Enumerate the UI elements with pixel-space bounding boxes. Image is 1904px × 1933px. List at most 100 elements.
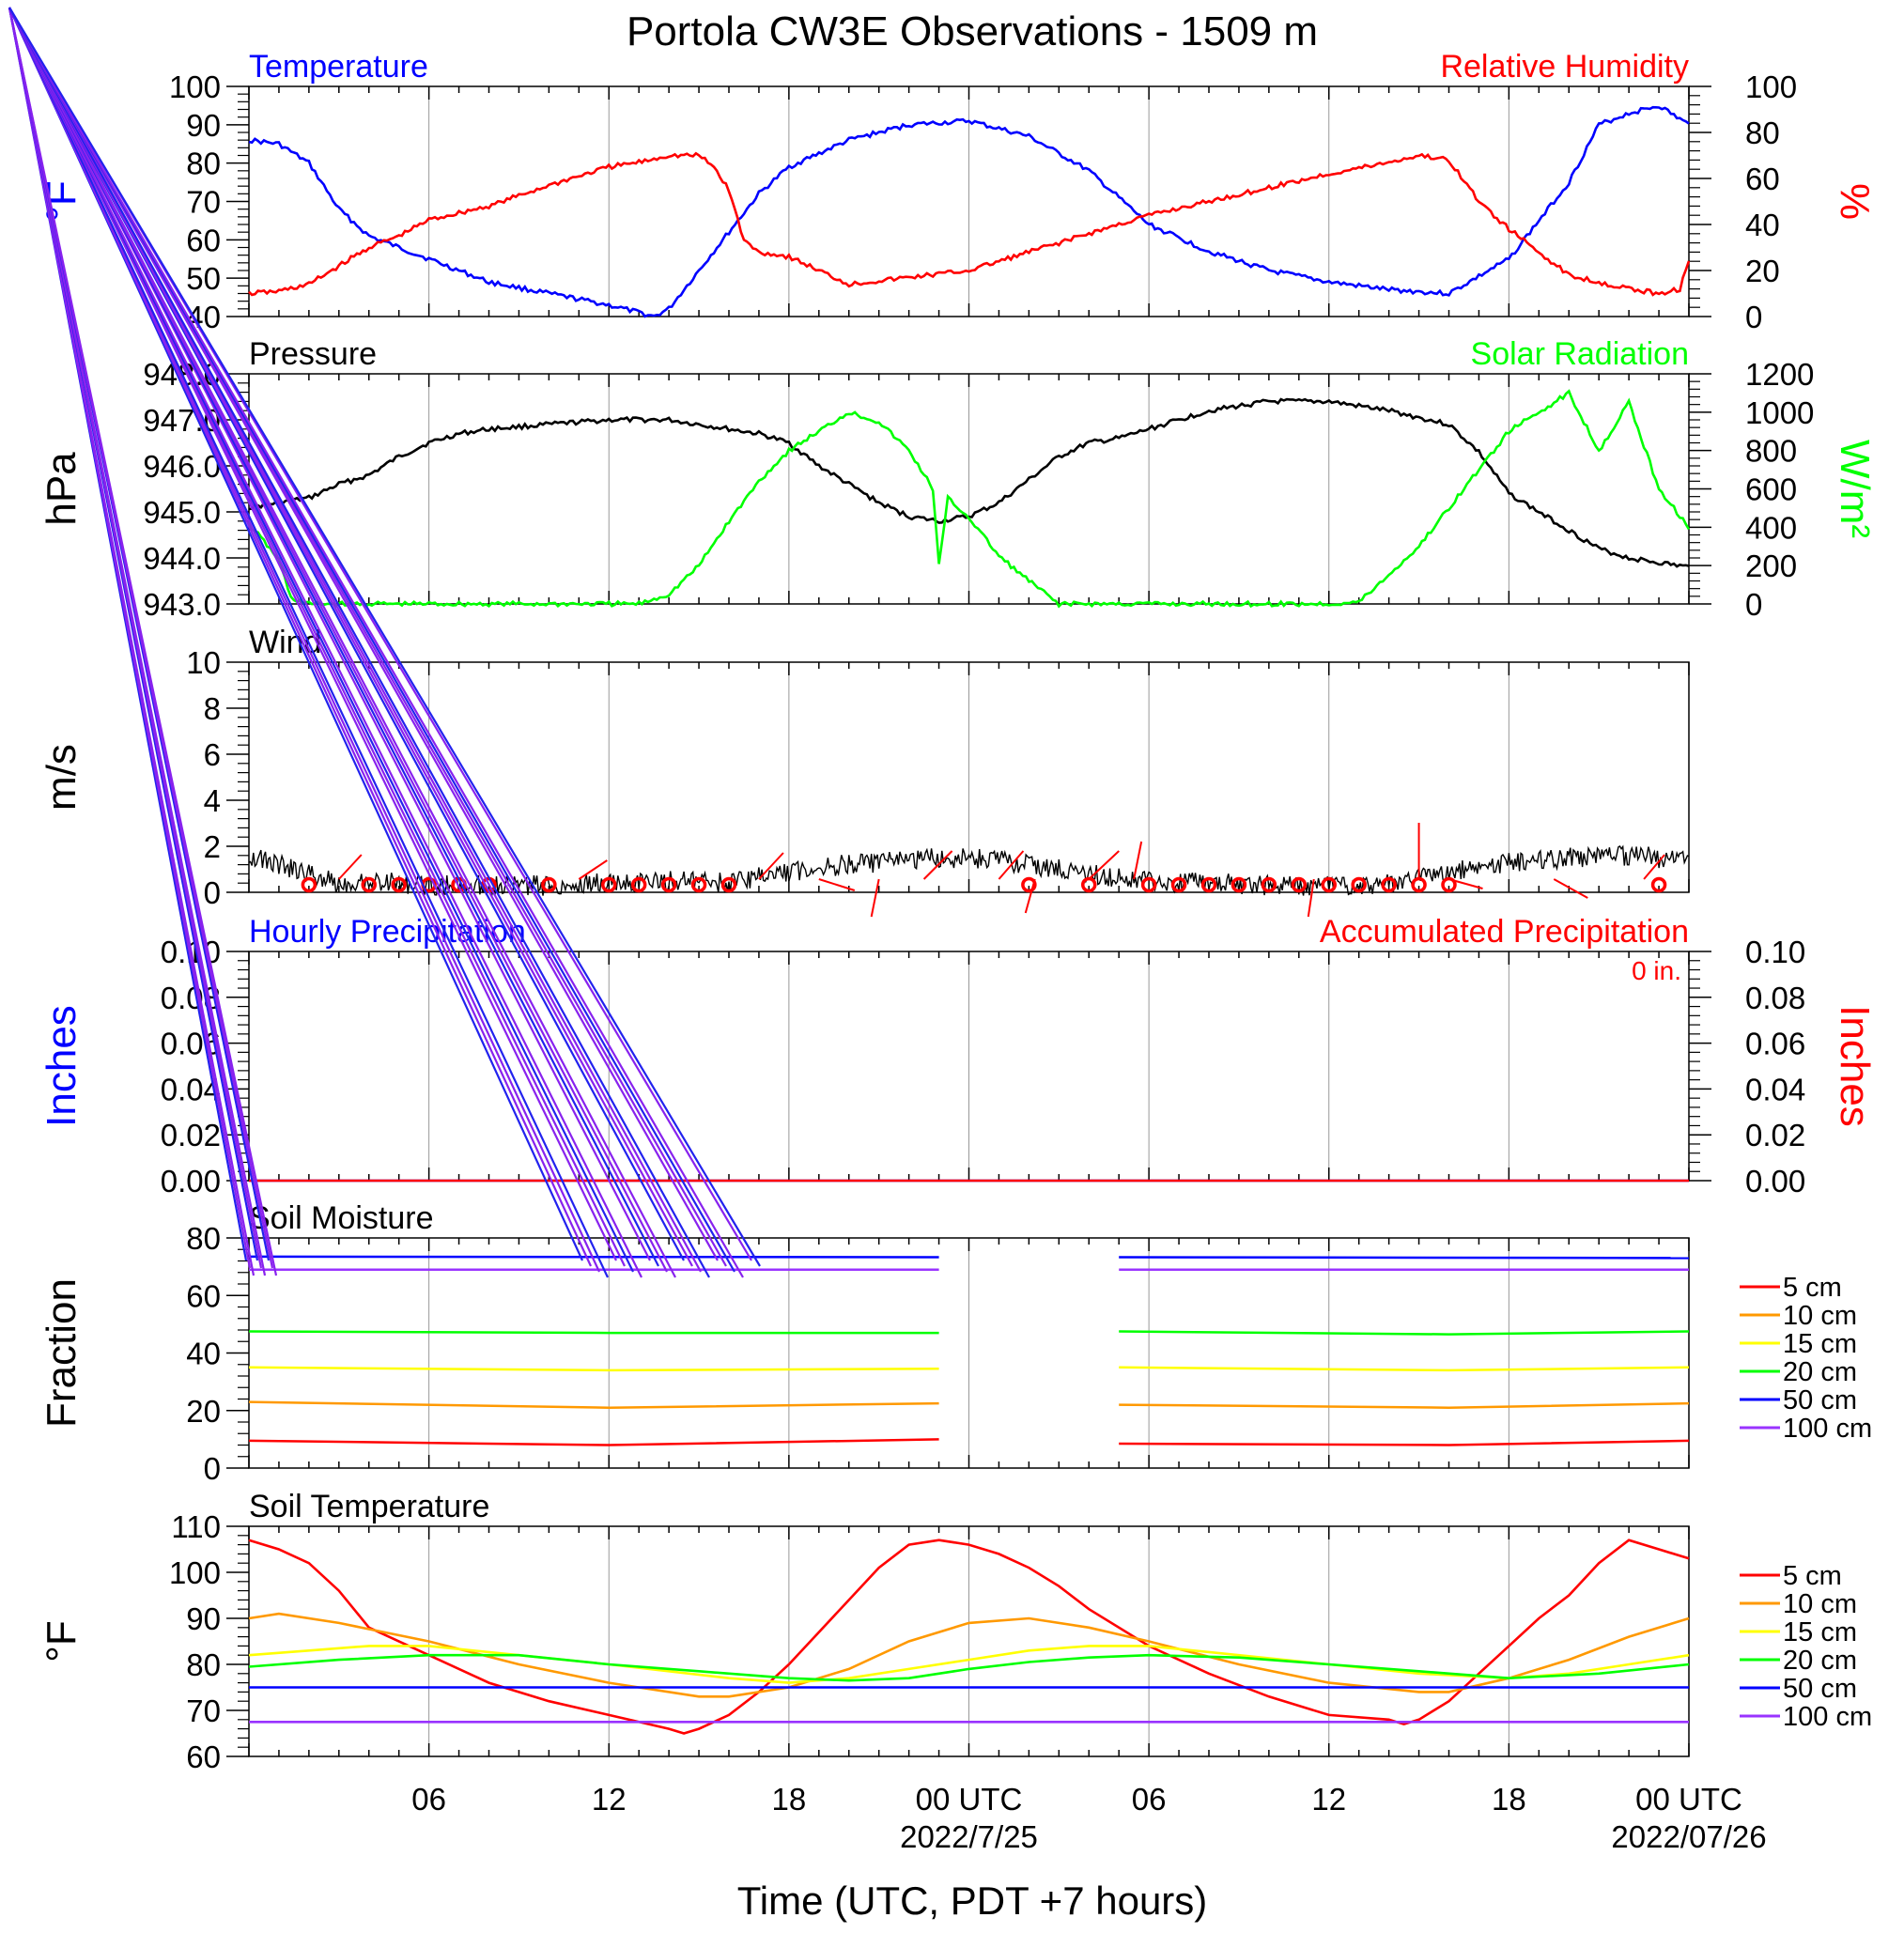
legend-label: 5 cm <box>1783 1273 1842 1303</box>
artifact-line <box>8 7 609 1278</box>
y-tick-label: 944.0 <box>143 541 221 576</box>
calm-wind-marker <box>660 876 677 893</box>
y-tick-label: 8 <box>204 691 221 726</box>
wind-barb <box>1448 878 1483 889</box>
series-line <box>247 389 1691 609</box>
y-tick-label-right: 60 <box>1745 162 1780 196</box>
panel-temp_rh: 100908070605040°F100806040200%Temperatur… <box>39 49 1878 334</box>
x-date-label: 2022/07/26 <box>1611 1819 1766 1854</box>
wind-barb <box>1643 854 1665 880</box>
legend-label: 10 cm <box>1783 1589 1857 1619</box>
left-axis-title: hPa <box>39 452 85 526</box>
calm-wind-marker <box>630 876 647 893</box>
series-line <box>248 1330 939 1335</box>
panel-title-left: Soil Moisture <box>249 1200 434 1236</box>
series-line <box>248 1255 939 1259</box>
artifact-line <box>8 7 642 1278</box>
y-tick-label: 90 <box>186 1601 221 1636</box>
calm-wind-marker <box>1140 876 1157 893</box>
panel-title-right: Relative Humidity <box>1440 49 1689 85</box>
y-tick-label: 60 <box>186 223 221 257</box>
legend-label: 50 cm <box>1783 1674 1857 1704</box>
wind-barb <box>1553 878 1588 899</box>
y-tick-label-right: 40 <box>1745 208 1780 242</box>
y-tick-label: 0.00 <box>161 1164 221 1198</box>
series-line <box>1119 1439 1690 1446</box>
legend-label: 5 cm <box>1783 1561 1842 1591</box>
artifact-line <box>8 7 278 1276</box>
panel-pres_solar: 948.0947.0946.0945.0944.0943.0hPa1200100… <box>39 336 1878 622</box>
y-tick-label-right: 0 <box>1745 300 1762 334</box>
panel-title-left: Soil Temperature <box>249 1489 489 1524</box>
left-axis-title: Fraction <box>39 1278 85 1428</box>
figure-title: Portola CW3E Observations - 1509 m <box>627 8 1318 54</box>
x-tick-label: 12 <box>1311 1782 1346 1817</box>
x-tick-label: 06 <box>1132 1782 1167 1817</box>
y-tick-label: 80 <box>186 147 221 181</box>
y-tick-label-right: 800 <box>1745 434 1797 469</box>
legend-label: 15 cm <box>1783 1617 1857 1647</box>
y-tick-label: 0 <box>204 1451 221 1486</box>
y-tick-label: 20 <box>186 1394 221 1429</box>
right-axis-title: Inches <box>1832 1005 1878 1127</box>
legend-label: 15 cm <box>1783 1329 1857 1359</box>
calm-wind-marker <box>1200 876 1217 893</box>
calm-wind-marker <box>1021 876 1037 893</box>
series-line <box>248 151 1691 297</box>
x-tick-label: 12 <box>592 1782 627 1817</box>
series-line <box>248 1653 1690 1682</box>
y-tick-label-right: 0.04 <box>1745 1072 1805 1106</box>
y-tick-label: 4 <box>204 783 221 818</box>
x-tick-label: 06 <box>411 1782 446 1817</box>
right-axis-title: W/m² <box>1832 440 1878 538</box>
y-tick-label-right: 100 <box>1745 70 1797 104</box>
x-axis-title: Time (UTC, PDT +7 hours) <box>737 1879 1208 1923</box>
y-tick-label-right: 0.06 <box>1745 1027 1805 1061</box>
y-tick-label: 0 <box>204 875 221 910</box>
series-line <box>248 1400 939 1409</box>
y-tick-label: 60 <box>186 1278 221 1313</box>
artifact-line <box>8 7 267 1276</box>
calm-wind-marker <box>1650 876 1667 893</box>
y-tick-label-right: 0.08 <box>1745 981 1805 1015</box>
panels: 100908070605040°F100806040200%Temperatur… <box>39 49 1878 1774</box>
series-line <box>248 105 1690 318</box>
wind-barb <box>1133 841 1143 880</box>
artifact-line <box>8 7 761 1267</box>
y-tick-label: 946.0 <box>143 449 221 484</box>
panel-title-left: Pressure <box>249 336 377 372</box>
calm-wind-marker <box>1261 876 1277 893</box>
y-tick-label: 110 <box>171 1509 221 1544</box>
y-tick-label-right: 400 <box>1745 510 1797 545</box>
x-tick-label: 00 UTC <box>1635 1782 1742 1817</box>
y-tick-label-right: 20 <box>1745 254 1780 288</box>
calm-wind-marker <box>1321 876 1337 893</box>
right-axis-title: % <box>1832 183 1878 220</box>
panel-title-right: Accumulated Precipitation <box>1320 914 1689 950</box>
calm-wind-marker <box>361 876 377 893</box>
artifact-line <box>8 7 676 1278</box>
wind-barb <box>1024 878 1036 914</box>
calm-wind-marker <box>1351 876 1367 893</box>
x-date-label: 2022/7/25 <box>900 1819 1038 1854</box>
calm-wind-marker <box>1441 876 1457 893</box>
wind-barb <box>998 850 1025 880</box>
left-axis-title: °F <box>39 1620 85 1662</box>
wind-barb <box>578 859 608 880</box>
y-tick-label: 945.0 <box>143 495 221 530</box>
panel-title-right: Solar Radiation <box>1471 336 1689 372</box>
calm-wind-marker <box>1291 876 1308 893</box>
y-tick-label: 943.0 <box>143 587 221 622</box>
y-tick-label-right: 0.00 <box>1745 1164 1805 1198</box>
y-tick-label-right: 1200 <box>1745 357 1814 392</box>
artifact-line <box>8 7 255 1276</box>
calm-wind-marker <box>601 876 617 893</box>
y-tick-label-right: 0.10 <box>1745 935 1805 969</box>
x-tick-label: 18 <box>1492 1782 1526 1817</box>
y-tick-label: 60 <box>186 1740 221 1774</box>
legend-label: 100 cm <box>1783 1414 1872 1444</box>
panel-title-left: Temperature <box>249 49 428 85</box>
